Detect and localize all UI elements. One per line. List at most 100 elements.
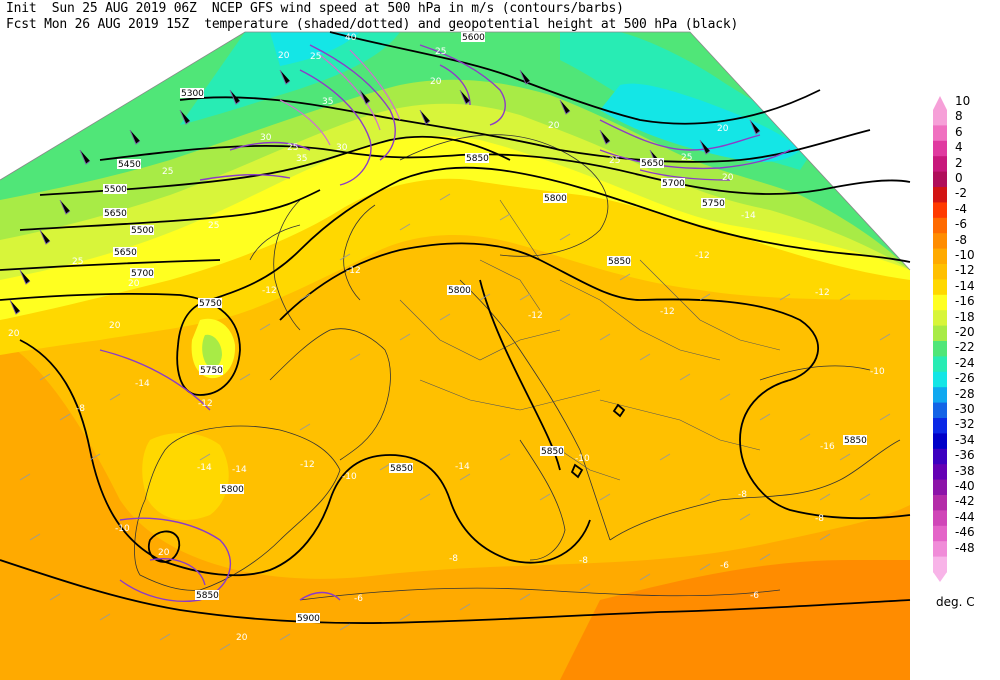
height-label: 5850 bbox=[466, 154, 489, 164]
colorbar-level-label: 4 bbox=[955, 140, 963, 155]
colorbar-level-label: -46 bbox=[955, 525, 975, 540]
colorbar-level-label: -28 bbox=[955, 386, 975, 401]
colorbar-level-label: -44 bbox=[955, 509, 975, 524]
label-bg bbox=[180, 88, 204, 98]
height-label: 5750 bbox=[199, 299, 222, 309]
height-label: 5600 bbox=[462, 33, 485, 43]
wind-barbs-strong bbox=[9, 69, 761, 315]
temperature-label: -8 bbox=[449, 554, 458, 564]
label-bg bbox=[113, 247, 137, 257]
temperature-label: -8 bbox=[815, 514, 824, 524]
wind-label: 20 bbox=[128, 279, 140, 289]
wind-label: 25 bbox=[208, 221, 219, 231]
colorbar-swatch bbox=[933, 202, 947, 219]
height-label: 5850 bbox=[541, 447, 564, 457]
label-bg bbox=[540, 446, 564, 456]
label-bg bbox=[199, 365, 223, 375]
colorbar-level-label: 10 bbox=[955, 94, 971, 108]
label-bg bbox=[607, 256, 631, 266]
colorbar-level-label: 6 bbox=[955, 124, 963, 139]
temperature-label: -10 bbox=[575, 454, 590, 464]
wind-label: 25 bbox=[162, 167, 173, 177]
colorbar-level-label: 8 bbox=[955, 109, 963, 124]
wind-barbs bbox=[19, 193, 891, 651]
label-bg bbox=[701, 198, 725, 208]
label-bg bbox=[130, 225, 154, 235]
temperature-label: -12 bbox=[198, 399, 213, 409]
colorbar-swatch bbox=[933, 156, 947, 173]
colorbar-level-label: -36 bbox=[955, 448, 975, 463]
colorbar-swatch bbox=[933, 387, 947, 404]
temperature-label: -12 bbox=[660, 307, 675, 317]
colorbar-arrow-bottom bbox=[933, 572, 947, 582]
colorbar-level-label: -22 bbox=[955, 340, 975, 355]
colorbar-swatch bbox=[933, 541, 947, 558]
colorbar-level-label: 0 bbox=[955, 171, 963, 185]
colorbar-level-label: -12 bbox=[955, 263, 975, 278]
wind-label: 20 bbox=[8, 329, 20, 339]
colorbar-level-label: -6 bbox=[955, 217, 967, 232]
colorbar-swatch bbox=[933, 171, 947, 188]
colorbar bbox=[933, 96, 947, 582]
temperature-label: -14 bbox=[741, 211, 756, 221]
height-label: 5700 bbox=[131, 269, 154, 279]
temperature-label: -12 bbox=[695, 251, 710, 261]
colorbar-level-label: -40 bbox=[955, 479, 975, 493]
label-bg bbox=[103, 184, 127, 194]
colorbar-level-label: -8 bbox=[955, 232, 967, 247]
temperature-label: -6 bbox=[720, 561, 729, 571]
temperature-label: -14 bbox=[455, 462, 470, 472]
temperature-labels: -12 -12 -12 -12 -12 -12 -12 -12 -14 -14 … bbox=[76, 211, 885, 604]
wind-label: 20 bbox=[158, 548, 170, 558]
temperature-label: -12 bbox=[346, 266, 361, 276]
colorbar-swatch bbox=[933, 371, 947, 388]
colorbar-swatch bbox=[933, 140, 947, 157]
label-bg bbox=[640, 158, 664, 168]
colorbar-swatch bbox=[933, 356, 947, 373]
wind-label: 35 bbox=[296, 154, 307, 164]
wind-label: 20 bbox=[717, 124, 729, 134]
temperature-label: -6 bbox=[750, 591, 759, 601]
wind-label: 35 bbox=[322, 97, 333, 107]
height-labels: 5600 5300 5450 5500 5650 5500 5650 5700 … bbox=[103, 32, 867, 624]
wind-label: 20 bbox=[722, 173, 734, 183]
colorbar-swatch bbox=[933, 248, 947, 265]
height-label: 5700 bbox=[662, 179, 685, 189]
temperature-label: -14 bbox=[135, 379, 150, 389]
coastlines bbox=[134, 134, 901, 601]
wind-speed-contours-light bbox=[279, 49, 401, 146]
height-label: 5500 bbox=[104, 185, 127, 195]
colorbar-swatch bbox=[933, 264, 947, 280]
wind-label: 25 bbox=[72, 257, 83, 267]
wind-label: 25 bbox=[310, 52, 321, 62]
colorbar-swatch bbox=[933, 556, 947, 573]
colorbar-swatch bbox=[933, 448, 947, 465]
wind-labels: 20 25 25 30 30 35 35 40 25 20 20 20 25 2… bbox=[8, 33, 734, 643]
temperature-label: -8 bbox=[579, 556, 588, 566]
temperature-label: -12 bbox=[300, 460, 315, 470]
colorbar-arrow-top bbox=[933, 96, 947, 110]
colorbar-swatch bbox=[933, 341, 947, 357]
wind-label: 25 bbox=[609, 156, 620, 166]
wind-label: 20 bbox=[278, 51, 290, 61]
height-label: 5850 bbox=[196, 591, 219, 601]
label-bg bbox=[103, 208, 127, 218]
geopotential-height-contours bbox=[0, 31, 911, 624]
wind-label: 40 bbox=[345, 33, 357, 43]
label-bg bbox=[661, 178, 685, 188]
country-borders bbox=[399, 199, 781, 481]
height-label: 5900 bbox=[297, 614, 320, 624]
temperature-label: -8 bbox=[738, 490, 747, 500]
colorbar-swatch bbox=[933, 217, 947, 234]
height-label: 5450 bbox=[118, 160, 141, 170]
colorbar-level-label: -26 bbox=[955, 371, 975, 386]
colorbar-swatch bbox=[933, 325, 947, 342]
height-label: 5800 bbox=[448, 286, 471, 296]
height-label: 5300 bbox=[181, 89, 204, 99]
colorbar-level-label: -42 bbox=[955, 494, 975, 509]
label-bg bbox=[389, 463, 413, 473]
colorbar-swatch bbox=[933, 125, 947, 142]
colorbar-level-label: -38 bbox=[955, 463, 975, 478]
colorbar-level-label: -20 bbox=[955, 325, 975, 339]
